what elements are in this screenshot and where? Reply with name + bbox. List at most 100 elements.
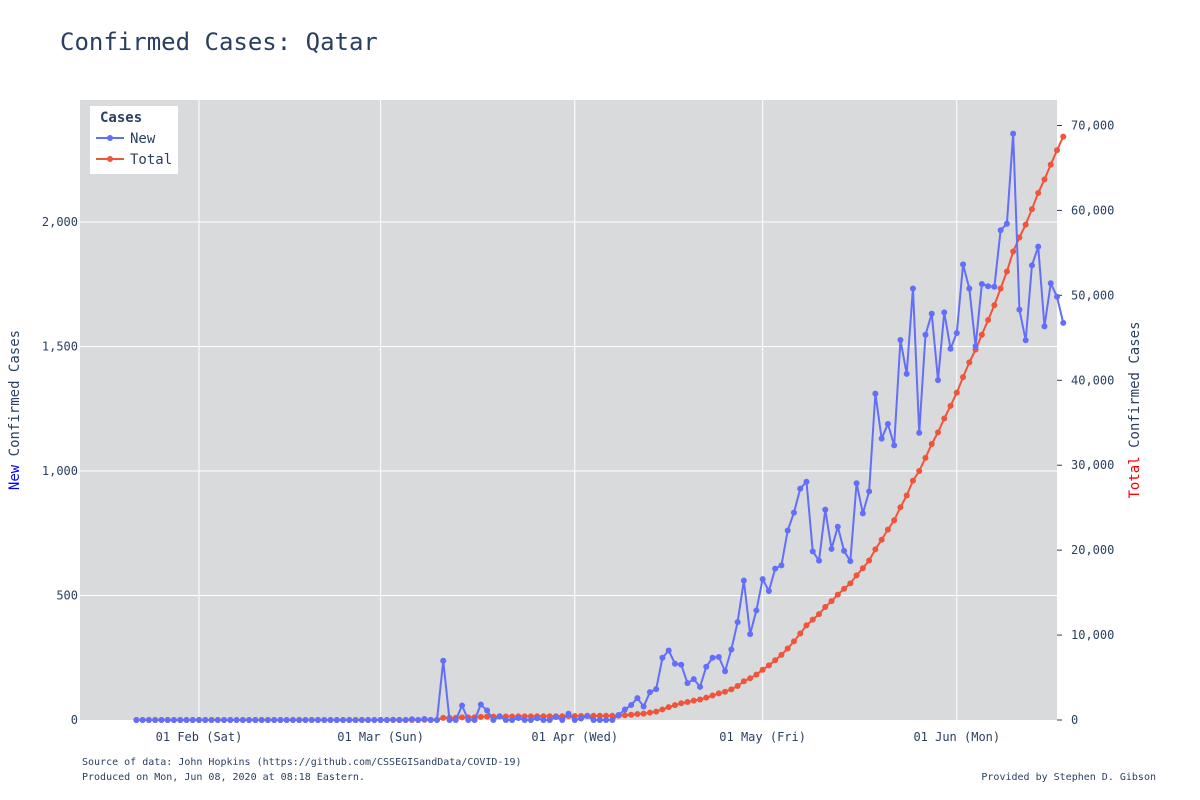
new-point[interactable] — [314, 717, 321, 723]
total-point[interactable] — [916, 468, 923, 474]
total-point[interactable] — [1022, 221, 1029, 228]
total-point[interactable] — [646, 709, 653, 716]
new-point[interactable] — [935, 377, 942, 384]
new-point[interactable] — [271, 717, 278, 723]
new-point[interactable] — [603, 717, 610, 723]
legend-item-new[interactable]: New — [96, 131, 156, 147]
new-point[interactable] — [653, 686, 660, 693]
total-point[interactable] — [859, 565, 866, 572]
new-point[interactable] — [772, 565, 779, 572]
new-point[interactable] — [1041, 323, 1048, 330]
new-point[interactable] — [471, 717, 478, 723]
total-point[interactable] — [853, 572, 860, 579]
new-point[interactable] — [277, 717, 284, 723]
new-point[interactable] — [1035, 243, 1042, 250]
total-point[interactable] — [440, 714, 447, 721]
total-point[interactable] — [803, 622, 810, 629]
new-point[interactable] — [246, 717, 253, 723]
new-point[interactable] — [615, 712, 622, 719]
new-point[interactable] — [765, 588, 772, 595]
new-point[interactable] — [233, 717, 240, 723]
new-point[interactable] — [684, 680, 691, 687]
total-point[interactable] — [1035, 189, 1042, 196]
total-point[interactable] — [684, 699, 691, 706]
total-point[interactable] — [790, 638, 797, 645]
new-point[interactable] — [634, 695, 641, 702]
total-point[interactable] — [653, 708, 660, 715]
new-point[interactable] — [527, 717, 534, 723]
total-point[interactable] — [459, 714, 466, 721]
total-point[interactable] — [828, 598, 835, 605]
total-point[interactable] — [1003, 268, 1010, 275]
new-point[interactable] — [552, 714, 559, 721]
total-point[interactable] — [690, 697, 697, 704]
new-point[interactable] — [966, 285, 973, 292]
new-point[interactable] — [139, 717, 146, 723]
new-point[interactable] — [202, 717, 209, 723]
new-point[interactable] — [496, 713, 503, 720]
total-point[interactable] — [822, 604, 829, 611]
new-point[interactable] — [484, 707, 491, 714]
new-point[interactable] — [571, 717, 578, 723]
total-point[interactable] — [765, 662, 772, 669]
new-point[interactable] — [490, 717, 497, 723]
total-point[interactable] — [734, 682, 741, 689]
new-point[interactable] — [953, 330, 960, 337]
new-point[interactable] — [145, 717, 152, 723]
total-point[interactable] — [903, 492, 910, 499]
new-point[interactable] — [872, 390, 879, 397]
new-point[interactable] — [709, 654, 716, 661]
total-point[interactable] — [484, 713, 491, 720]
total-point[interactable] — [1016, 234, 1023, 241]
new-point[interactable] — [753, 607, 760, 614]
total-point[interactable] — [747, 675, 754, 682]
new-point[interactable] — [678, 661, 685, 668]
total-point[interactable] — [985, 316, 992, 323]
total-point[interactable] — [816, 611, 823, 618]
new-point[interactable] — [459, 702, 466, 709]
total-point[interactable] — [866, 557, 873, 564]
new-point[interactable] — [991, 283, 998, 290]
new-point[interactable] — [390, 716, 397, 723]
new-point[interactable] — [296, 717, 303, 723]
total-point[interactable] — [728, 686, 735, 693]
new-point[interactable] — [408, 716, 415, 723]
new-point[interactable] — [540, 717, 547, 723]
total-point[interactable] — [847, 580, 854, 587]
total-point[interactable] — [784, 645, 791, 652]
new-point[interactable] — [258, 717, 265, 723]
new-point[interactable] — [289, 717, 296, 723]
new-point[interactable] — [671, 660, 678, 667]
new-point[interactable] — [759, 576, 766, 583]
total-point[interactable] — [665, 704, 672, 711]
new-point[interactable] — [1022, 337, 1029, 344]
new-point[interactable] — [859, 510, 866, 517]
new-point[interactable] — [659, 654, 666, 661]
new-point[interactable] — [916, 429, 923, 436]
total-point[interactable] — [897, 504, 904, 511]
new-point[interactable] — [715, 654, 722, 660]
total-point[interactable] — [640, 710, 647, 717]
new-point[interactable] — [1028, 262, 1035, 269]
new-point[interactable] — [1003, 220, 1010, 227]
total-point[interactable] — [928, 441, 935, 447]
new-point[interactable] — [778, 562, 785, 569]
total-point[interactable] — [1060, 133, 1067, 140]
new-point[interactable] — [546, 717, 553, 723]
new-point[interactable] — [640, 703, 647, 710]
new-point[interactable] — [928, 310, 935, 317]
new-point[interactable] — [427, 717, 434, 723]
total-point[interactable] — [891, 517, 898, 524]
new-point[interactable] — [722, 668, 729, 675]
new-point[interactable] — [521, 717, 528, 723]
new-point[interactable] — [878, 435, 885, 442]
new-point[interactable] — [333, 717, 340, 723]
new-point[interactable] — [590, 717, 597, 723]
new-point[interactable] — [352, 717, 359, 723]
new-point[interactable] — [621, 706, 628, 713]
new-point[interactable] — [884, 420, 891, 427]
new-point[interactable] — [302, 717, 309, 723]
new-point[interactable] — [565, 710, 572, 717]
total-point[interactable] — [872, 546, 879, 553]
new-point[interactable] — [365, 717, 372, 723]
